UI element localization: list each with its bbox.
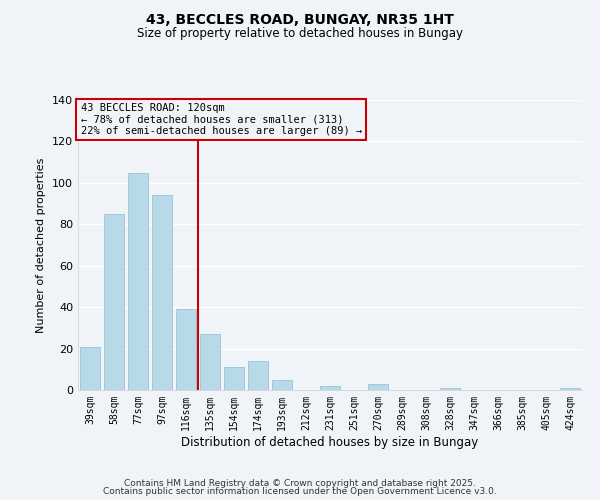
Text: Contains HM Land Registry data © Crown copyright and database right 2025.: Contains HM Land Registry data © Crown c… xyxy=(124,478,476,488)
Bar xyxy=(104,214,124,390)
Bar xyxy=(560,388,580,390)
Bar xyxy=(440,388,460,390)
Bar xyxy=(200,334,220,390)
Text: 43, BECCLES ROAD, BUNGAY, NR35 1HT: 43, BECCLES ROAD, BUNGAY, NR35 1HT xyxy=(146,12,454,26)
Bar xyxy=(224,367,244,390)
Bar xyxy=(320,386,340,390)
Y-axis label: Number of detached properties: Number of detached properties xyxy=(37,158,46,332)
Text: 43 BECCLES ROAD: 120sqm
← 78% of detached houses are smaller (313)
22% of semi-d: 43 BECCLES ROAD: 120sqm ← 78% of detache… xyxy=(80,103,362,136)
Bar xyxy=(248,361,268,390)
Bar xyxy=(368,384,388,390)
Text: Size of property relative to detached houses in Bungay: Size of property relative to detached ho… xyxy=(137,28,463,40)
Text: Contains public sector information licensed under the Open Government Licence v3: Contains public sector information licen… xyxy=(103,487,497,496)
Bar xyxy=(152,196,172,390)
Bar xyxy=(272,380,292,390)
X-axis label: Distribution of detached houses by size in Bungay: Distribution of detached houses by size … xyxy=(181,436,479,448)
Bar xyxy=(176,309,196,390)
Bar xyxy=(80,346,100,390)
Bar xyxy=(128,172,148,390)
